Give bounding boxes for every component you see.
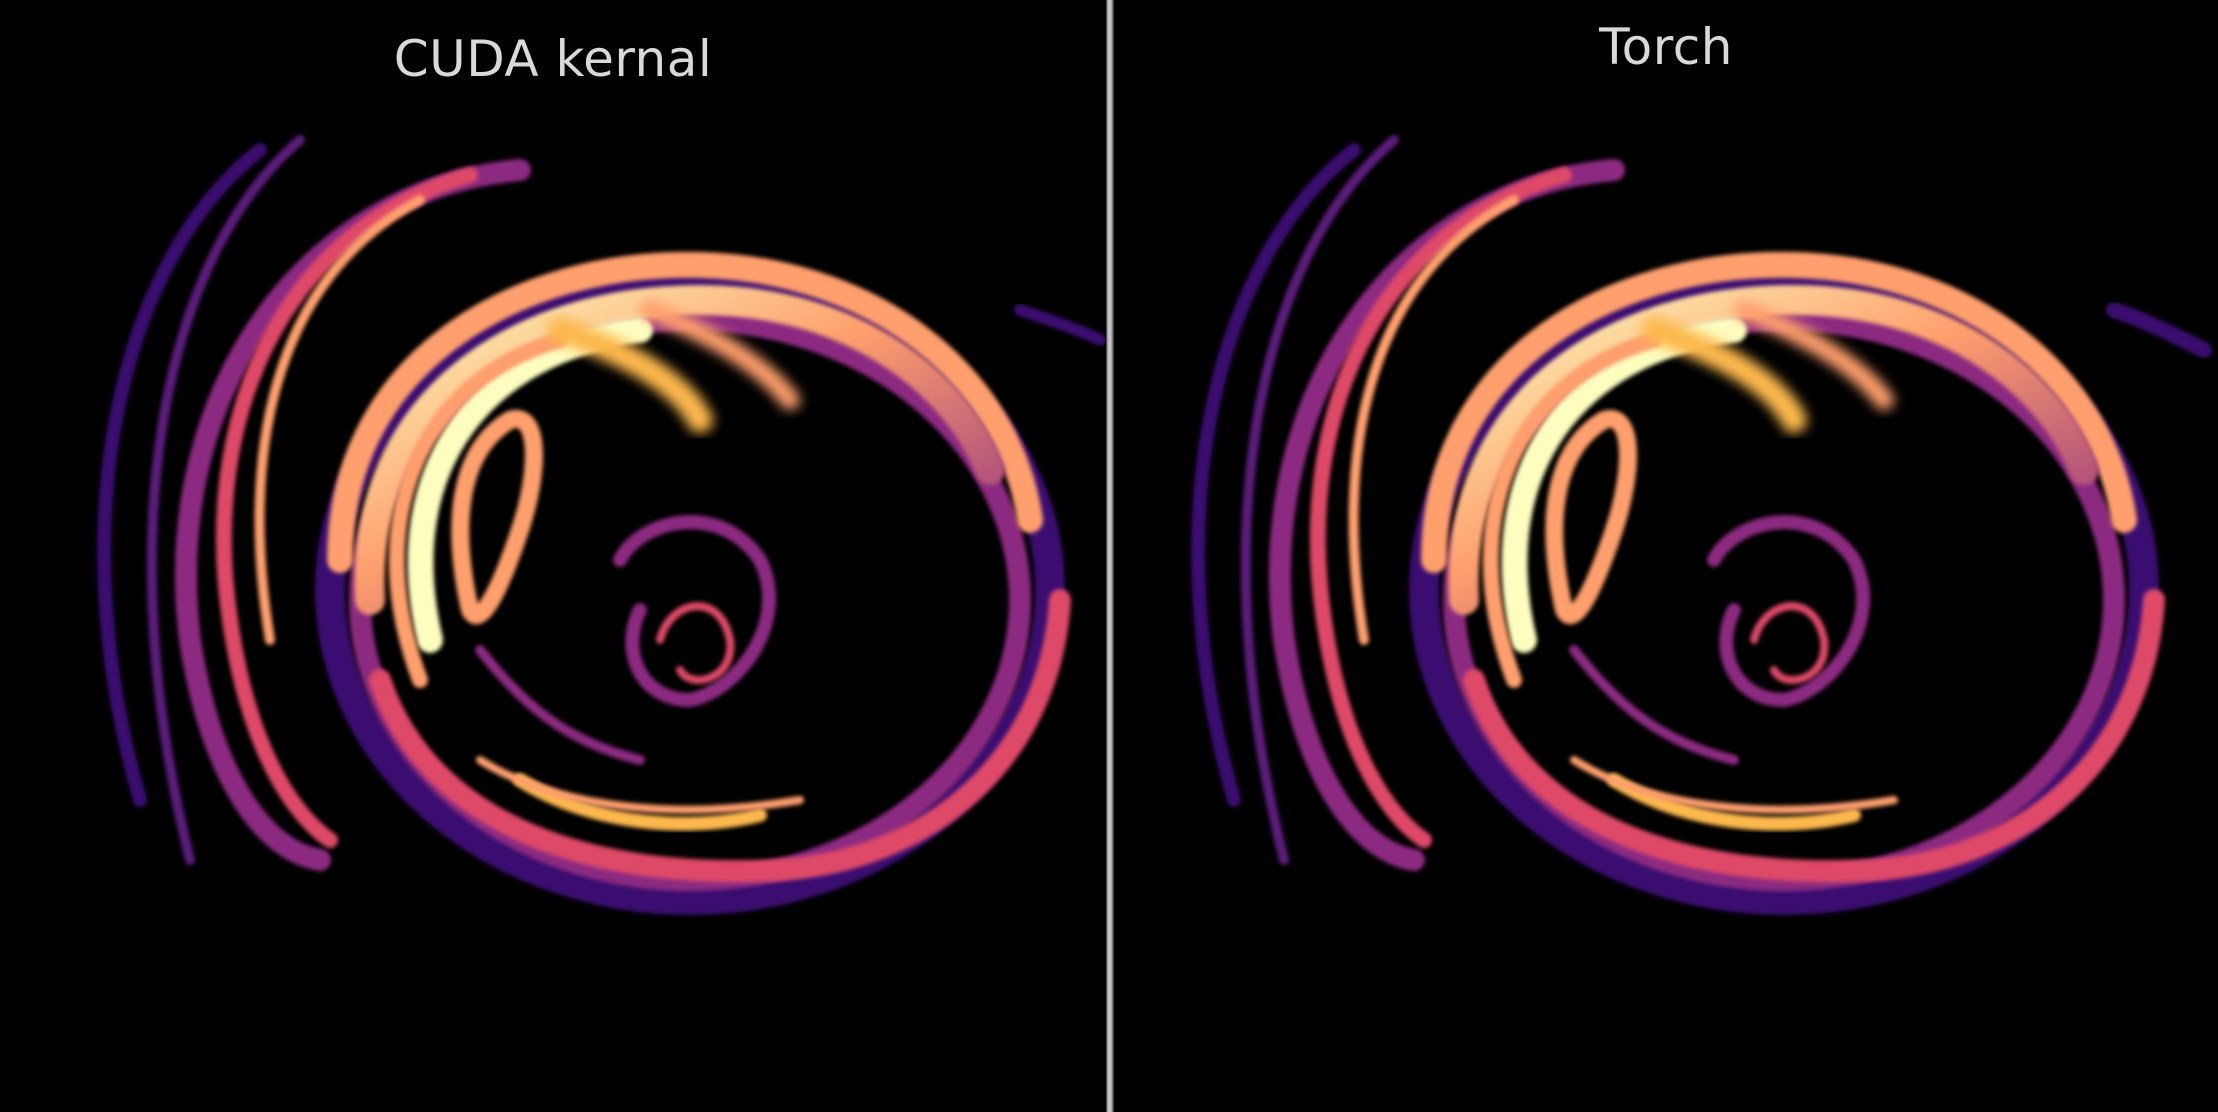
panel-torch: Torch — [1114, 0, 2218, 1112]
swirl-image-torch — [1191, 135, 2212, 915]
panel-divider — [1106, 0, 1114, 1112]
panel-cuda-kernel: CUDA kernal — [0, 0, 1106, 1112]
swirl-image-cuda — [97, 135, 1106, 915]
